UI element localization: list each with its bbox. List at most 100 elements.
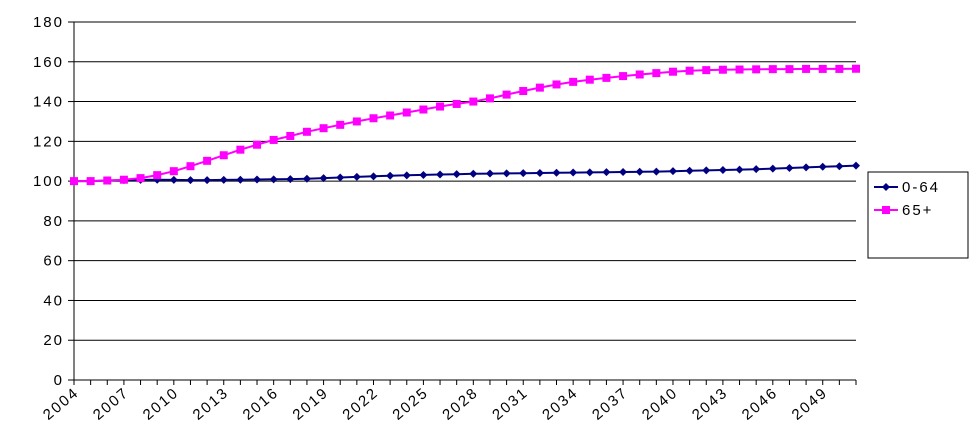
data-point xyxy=(535,168,544,177)
y-tick-label: 20 xyxy=(43,332,64,349)
data-point xyxy=(802,64,811,73)
data-point xyxy=(752,65,761,74)
legend: 0-64 65+ xyxy=(867,171,969,259)
data-point xyxy=(219,151,228,160)
y-tick-label: 40 xyxy=(43,292,64,309)
data-point xyxy=(552,80,561,89)
series-lines xyxy=(70,64,860,186)
data-point xyxy=(253,175,262,184)
data-point xyxy=(585,168,594,177)
data-point xyxy=(818,162,827,171)
data-point xyxy=(186,176,195,185)
data-point xyxy=(652,167,661,176)
data-point xyxy=(519,169,528,178)
legend-marker xyxy=(882,183,890,191)
y-tick-label: 100 xyxy=(33,173,64,190)
data-point xyxy=(136,174,145,183)
data-point xyxy=(419,170,428,179)
data-point xyxy=(269,135,278,144)
data-point xyxy=(519,87,528,96)
data-point xyxy=(835,64,844,73)
data-point xyxy=(552,168,561,177)
data-point xyxy=(302,174,311,183)
data-point xyxy=(635,70,644,79)
data-point xyxy=(203,156,212,165)
data-point xyxy=(569,77,578,86)
data-point xyxy=(153,171,162,180)
data-point xyxy=(718,65,727,74)
data-point xyxy=(402,171,411,180)
data-point xyxy=(635,167,644,176)
y-tick-label: 180 xyxy=(33,14,64,31)
data-point xyxy=(619,167,628,176)
data-point xyxy=(336,120,345,129)
data-point xyxy=(302,127,311,136)
data-point xyxy=(203,176,212,185)
data-point xyxy=(286,175,295,184)
data-point xyxy=(768,65,777,74)
data-point xyxy=(735,65,744,74)
data-point xyxy=(336,173,345,182)
data-point xyxy=(436,102,445,111)
data-point xyxy=(253,140,262,149)
data-point xyxy=(702,166,711,175)
data-point xyxy=(702,66,711,75)
data-point xyxy=(852,64,860,73)
data-point xyxy=(419,105,428,114)
data-point xyxy=(70,177,78,186)
y-tick-label: 120 xyxy=(33,133,64,150)
data-point xyxy=(86,177,95,186)
data-point xyxy=(352,172,361,181)
data-point xyxy=(768,164,777,173)
data-point xyxy=(236,175,245,184)
y-tick-label: 140 xyxy=(33,94,64,111)
data-point xyxy=(119,175,128,184)
data-point xyxy=(369,172,378,181)
data-point xyxy=(469,169,478,178)
y-tick-label: 80 xyxy=(43,213,64,230)
data-point xyxy=(186,162,195,171)
data-point xyxy=(219,175,228,184)
data-point xyxy=(169,167,178,176)
data-point xyxy=(585,75,594,84)
data-point xyxy=(852,161,860,170)
y-tick-label: 0 xyxy=(54,372,64,389)
data-point xyxy=(535,83,544,92)
data-point xyxy=(319,174,328,183)
data-point xyxy=(668,67,677,76)
data-point xyxy=(802,163,811,172)
data-point xyxy=(652,69,661,78)
data-point xyxy=(818,64,827,73)
data-point xyxy=(785,65,794,74)
data-point xyxy=(502,169,511,178)
data-point xyxy=(718,165,727,174)
data-point xyxy=(619,72,628,81)
data-point xyxy=(269,175,278,184)
data-point xyxy=(602,73,611,82)
data-point xyxy=(735,165,744,174)
data-point xyxy=(485,169,494,178)
y-tick-label: 160 xyxy=(33,54,64,71)
data-point xyxy=(436,170,445,179)
data-point xyxy=(668,167,677,176)
data-point xyxy=(319,124,328,133)
data-point xyxy=(469,97,478,106)
data-point xyxy=(169,175,178,184)
data-point xyxy=(103,176,112,185)
data-point xyxy=(685,66,694,75)
data-point xyxy=(386,171,395,180)
data-point xyxy=(286,131,295,140)
data-point xyxy=(569,168,578,177)
data-point xyxy=(752,165,761,174)
data-point xyxy=(835,162,844,171)
data-point xyxy=(236,145,245,154)
data-point xyxy=(485,94,494,103)
data-point xyxy=(602,168,611,177)
gridlines xyxy=(74,21,856,341)
legend-label: 65+ xyxy=(902,202,933,219)
legend-marker xyxy=(882,206,890,214)
series-age-65-plus xyxy=(70,64,860,186)
